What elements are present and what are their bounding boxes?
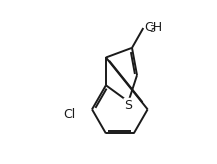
Text: Cl: Cl [63, 108, 75, 121]
Text: 3: 3 [150, 25, 155, 34]
Text: S: S [124, 99, 132, 112]
Text: CH: CH [145, 21, 163, 34]
